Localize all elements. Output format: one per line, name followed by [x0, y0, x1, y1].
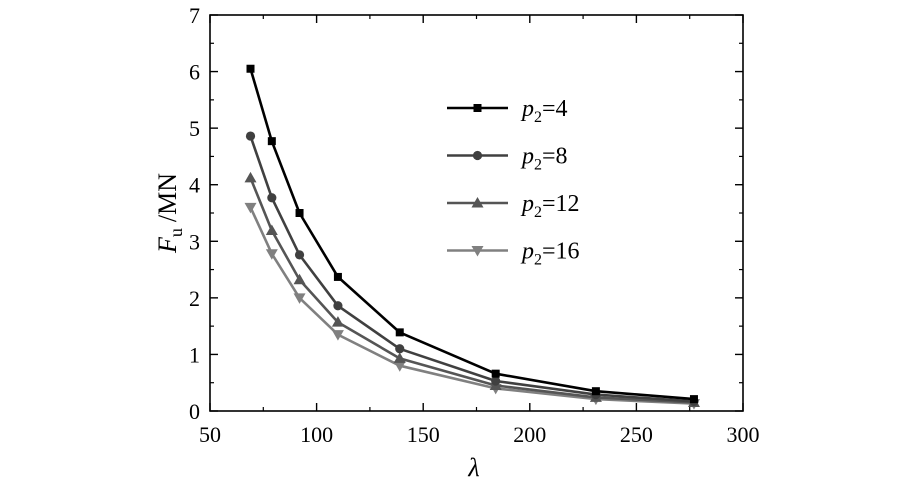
data-point — [333, 272, 342, 281]
data-point — [294, 250, 305, 260]
x-tick-label: 200 — [513, 422, 546, 447]
data-point — [491, 369, 500, 378]
y-tick-label: 0 — [189, 399, 200, 424]
data-point — [293, 273, 306, 285]
plot-frame — [209, 14, 744, 412]
x-tick-label: 150 — [407, 422, 440, 447]
legend-label: p2=4 — [520, 96, 568, 126]
data-point — [333, 301, 343, 311]
y-axis-title: Fu/MN — [153, 173, 186, 254]
data-point — [244, 171, 257, 183]
legend-label-rest: =8 — [542, 144, 568, 170]
legend-label-rest: =16 — [542, 239, 580, 265]
legend-label: p2=16 — [520, 239, 580, 269]
x-tick-label: 50 — [199, 422, 221, 447]
y-tick-label: 1 — [189, 342, 200, 367]
legend-entry: p2=8 — [447, 144, 568, 174]
y-axis-title-sub: u — [166, 228, 186, 237]
y-tick-label: 6 — [189, 60, 200, 85]
y-tick-label: 2 — [189, 286, 200, 311]
y-axis-title-main: F — [153, 236, 182, 254]
data-point — [591, 387, 600, 396]
data-point — [265, 249, 278, 260]
data-point — [245, 131, 256, 141]
data-point — [331, 330, 344, 341]
data-point — [295, 209, 304, 217]
series-line — [249, 206, 695, 405]
legend-label-rest: =4 — [542, 96, 568, 122]
data-point — [491, 376, 501, 386]
legend-label-main: p — [520, 144, 534, 170]
y-tick-label: 3 — [189, 229, 200, 254]
data-point — [393, 352, 406, 363]
legend-label-rest: =12 — [542, 191, 580, 217]
data-point — [267, 193, 277, 203]
y-tick-label: 7 — [189, 3, 200, 28]
series-p2=4 — [246, 64, 698, 404]
legend-label-main: p — [520, 239, 534, 265]
data-point — [331, 316, 344, 327]
x-tick-label: 300 — [727, 422, 760, 447]
data-point — [267, 137, 276, 146]
data-point — [395, 328, 404, 337]
series-line — [249, 68, 695, 401]
axes: 50 100 150 200 250 300 0 1 2 3 4 5 6 7 — [189, 3, 760, 447]
legend-label-sub: 2 — [534, 157, 542, 174]
y-tick-label: 5 — [189, 116, 200, 141]
legend-label-sub: 2 — [534, 204, 542, 221]
y-tick-label: 4 — [189, 173, 200, 198]
data-point — [393, 361, 406, 372]
series-line — [249, 135, 695, 403]
legend-marker — [473, 104, 482, 112]
legend-entry: p2=4 — [447, 96, 568, 126]
data-point — [265, 224, 278, 236]
legend-entry: p2=16 — [447, 239, 580, 269]
legend-marker — [472, 150, 483, 161]
legend-label-main: p — [520, 96, 534, 122]
legend-marker — [471, 197, 484, 208]
series-layer — [244, 64, 700, 410]
data-point — [244, 202, 257, 214]
y-axis-title-group: Fu/MN — [153, 173, 186, 254]
x-tick-label: 100 — [300, 422, 333, 447]
legend-label-main: p — [520, 191, 534, 217]
legend-marker — [471, 246, 484, 257]
series-p2=8 — [245, 131, 699, 406]
legend-label-sub: 2 — [534, 252, 542, 269]
data-point — [395, 344, 405, 354]
data-point — [689, 395, 698, 404]
data-point — [246, 64, 255, 73]
legend-entry: p2=12 — [447, 191, 580, 221]
series-line — [249, 177, 695, 404]
x-axis-title: λ — [467, 453, 479, 482]
axis-titles: λ Fu/MN — [153, 173, 480, 482]
data-point — [293, 293, 306, 304]
x-tick-label: 250 — [620, 422, 653, 447]
legend-label: p2=12 — [520, 191, 580, 221]
y-axis-title-unit: /MN — [153, 173, 182, 222]
legend-label: p2=8 — [520, 144, 568, 174]
legend-label-sub: 2 — [534, 109, 542, 126]
